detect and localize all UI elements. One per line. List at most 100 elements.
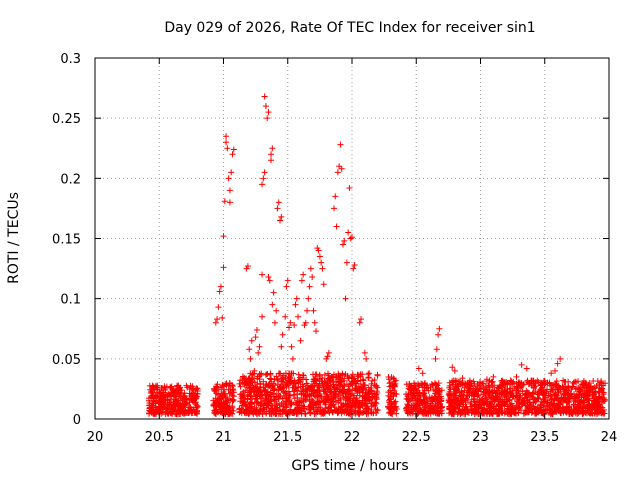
data-point xyxy=(210,402,217,409)
data-point xyxy=(284,277,291,284)
data-point xyxy=(388,374,395,381)
data-point xyxy=(585,388,592,395)
data-point xyxy=(448,403,455,410)
data-point xyxy=(352,398,359,405)
data-point xyxy=(562,392,569,399)
data-point xyxy=(256,371,263,378)
data-point xyxy=(559,404,566,411)
data-point xyxy=(269,145,276,152)
data-point xyxy=(407,386,414,393)
data-point xyxy=(446,392,453,399)
data-point xyxy=(280,376,287,383)
data-point xyxy=(242,410,249,417)
data-point xyxy=(372,383,379,390)
data-point xyxy=(214,316,221,323)
data-point xyxy=(546,406,553,413)
data-point xyxy=(277,217,284,224)
data-point xyxy=(184,384,191,391)
data-point xyxy=(432,390,439,397)
data-point xyxy=(266,410,273,417)
data-point xyxy=(340,401,347,408)
data-point xyxy=(464,387,471,394)
data-point xyxy=(435,331,442,338)
data-point xyxy=(246,346,253,353)
data-point xyxy=(341,402,348,409)
data-point xyxy=(171,402,178,409)
data-point xyxy=(251,367,258,374)
data-point xyxy=(272,410,279,417)
data-point xyxy=(273,401,280,408)
data-point xyxy=(528,403,535,410)
data-point xyxy=(226,382,233,389)
data-point xyxy=(264,115,271,122)
data-point xyxy=(464,379,471,386)
data-point xyxy=(340,377,347,384)
data-point xyxy=(319,265,326,272)
data-point xyxy=(153,408,160,415)
data-point xyxy=(216,396,223,403)
data-point xyxy=(296,404,303,411)
data-point xyxy=(211,407,218,414)
data-point xyxy=(363,394,370,401)
data-point xyxy=(403,404,410,411)
data-point xyxy=(269,402,276,409)
data-point xyxy=(581,382,588,389)
data-point xyxy=(429,398,436,405)
data-point xyxy=(564,398,571,405)
y-tick-label: 0.25 xyxy=(52,112,81,127)
data-point xyxy=(361,349,368,356)
data-point xyxy=(278,213,285,220)
data-point xyxy=(224,145,231,152)
data-point xyxy=(523,365,530,372)
data-point xyxy=(297,337,304,344)
data-point xyxy=(505,394,512,401)
data-point xyxy=(433,346,440,353)
data-point xyxy=(295,313,302,320)
data-point xyxy=(175,407,182,414)
data-point xyxy=(190,391,197,398)
data-point xyxy=(283,283,290,290)
data-point xyxy=(245,375,252,382)
data-point xyxy=(391,387,398,394)
data-point xyxy=(247,407,254,414)
data-point xyxy=(276,384,283,391)
data-point xyxy=(451,367,458,374)
data-point xyxy=(528,409,535,416)
data-point xyxy=(189,390,196,397)
data-point xyxy=(313,328,320,335)
data-point xyxy=(356,399,363,406)
data-point xyxy=(288,343,295,350)
data-point xyxy=(455,394,462,401)
x-tick-label: 21.5 xyxy=(273,430,302,445)
data-point xyxy=(292,301,299,308)
data-point xyxy=(334,169,341,176)
data-point xyxy=(305,295,312,302)
x-tick-label: 23.5 xyxy=(530,430,559,445)
y-tick-label: 0.15 xyxy=(52,233,81,248)
data-point xyxy=(449,399,456,406)
data-point xyxy=(589,410,596,417)
data-point xyxy=(267,370,274,377)
data-point xyxy=(534,394,541,401)
data-point xyxy=(392,398,399,405)
data-point xyxy=(303,380,310,387)
data-point xyxy=(293,295,300,302)
data-point xyxy=(419,370,426,377)
data-point xyxy=(268,376,275,383)
data-point xyxy=(255,349,262,356)
data-point xyxy=(236,409,243,416)
data-point xyxy=(287,401,294,408)
data-point xyxy=(239,377,246,384)
data-point xyxy=(315,398,322,405)
data-point xyxy=(286,324,293,331)
data-point xyxy=(525,381,532,388)
y-tick-label: 0.05 xyxy=(52,353,81,368)
data-point xyxy=(260,383,267,390)
data-point xyxy=(250,411,257,418)
data-point xyxy=(532,383,539,390)
data-point xyxy=(344,394,351,401)
data-point xyxy=(181,398,188,405)
data-point xyxy=(269,390,276,397)
data-point xyxy=(371,382,378,389)
data-point xyxy=(366,391,373,398)
